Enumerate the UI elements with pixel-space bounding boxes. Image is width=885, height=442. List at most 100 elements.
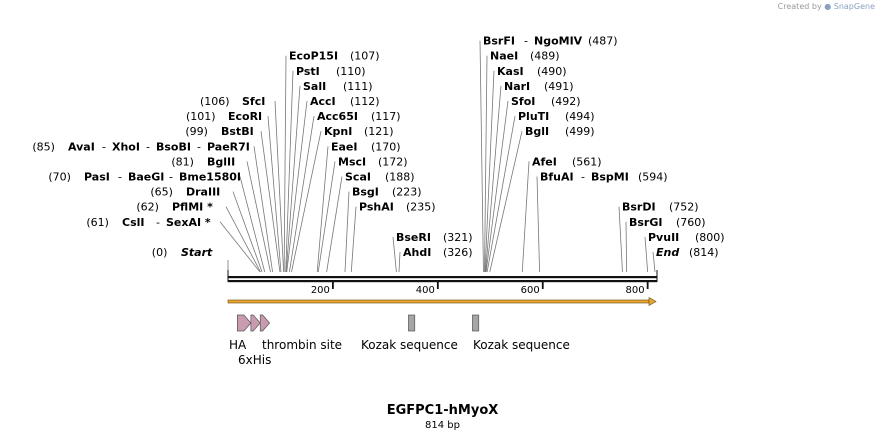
orf-bar [227,299,650,304]
site-position: (170) [371,140,401,153]
site-psti[interactable]: PstI (110) [296,65,366,78]
feature-arrow-icon [237,314,252,332]
site-leader [239,176,266,273]
site-position: (107) [350,50,380,63]
site-scai[interactable]: ScaI (188) [345,171,415,184]
feature-box [408,314,416,332]
orf-arrowhead-icon [648,296,657,307]
feature-thrombin-site[interactable]: thrombin site [259,314,342,352]
site-eaei[interactable]: EaeI (170) [331,140,401,153]
site-enzyme-bsobi: BsoBI [156,140,191,153]
site-enzyme-sfci: SfcI [242,95,265,108]
site-position: (188) [385,171,415,184]
site-separator: - [581,171,585,184]
site-separator: - [156,216,160,229]
site-kpni[interactable]: KpnI (121) [324,125,394,138]
site-leader [285,85,301,273]
site-enzyme-naei: NaeI [490,50,518,63]
feature-kozak-sequence[interactable]: Kozak sequence [361,314,458,352]
site-position: (223) [392,186,422,199]
ruler-label: 200 [311,285,330,296]
site-bseri[interactable]: BseRI (321) [396,231,473,244]
site-leader [225,206,261,273]
site-enzyme-paer7i: PaeR7I [207,140,250,153]
site-position: (111) [343,80,373,93]
site-position: (112) [350,95,380,108]
site-position: (494) [565,110,595,123]
map-title: EGFPC1-hMyoX [386,403,499,418]
site-leader [232,191,263,273]
site-position: (326) [443,246,473,259]
site-position: (490) [537,65,567,78]
site-separator: - [118,171,122,184]
site-start[interactable]: (0) Start [152,246,213,259]
site-enzyme-end: End [656,246,679,259]
site-separator: - [102,140,106,153]
site-leader [484,55,488,273]
site-position: (752) [669,201,699,214]
feature-label: Kozak sequence [473,338,570,352]
site-pflmi[interactable]: (62) PflMI * [136,201,213,214]
site-enzyme-avai: AvaI [68,140,95,153]
site-avai-xhoi-bsobi-paer7i[interactable]: (85) AvaI - XhoI - BsoBI - PaeR7I [32,140,249,153]
site-kasi[interactable]: KasI (490) [497,65,567,78]
feature-kozak-sequence[interactable]: Kozak sequence [472,314,570,352]
site-bstbi[interactable]: (99) BstBI [185,125,253,138]
site-enzyme-sexai: SexAI * [166,216,211,229]
site-position: (65) [150,186,173,199]
site-sali[interactable]: SalI (111) [303,80,373,93]
site-pluti[interactable]: PluTI (494) [518,110,595,123]
feature-ha[interactable]: HA [229,314,252,352]
site-enzyme-draiii: DraIII [186,186,220,199]
site-sfoi[interactable]: SfoI (492) [511,95,581,108]
site-leader [652,251,656,273]
feature-label: thrombin site [262,338,342,352]
site-position: (110) [336,65,366,78]
site-draiii[interactable]: (65) DraIII [150,186,220,199]
feature-box [472,314,480,332]
ruler-label: 600 [521,285,540,296]
orf-arrow[interactable] [227,296,657,307]
site-bsrgi[interactable]: BsrGI (760) [629,216,706,229]
site-pasi-baegi-bme1580i[interactable]: (70) PasI - BaeGI - Bme1580I [48,171,241,184]
site-pvuii[interactable]: PvuII (800) [648,231,725,244]
site-bsrdi[interactable]: BsrDI (752) [622,201,699,214]
site-leader [485,100,509,273]
site-ecori[interactable]: (101) EcoRI [186,110,262,123]
site-enzyme-pluti: PluTI [518,110,549,123]
site-bfuai-bspmi[interactable]: BfuAI - BspMI (594) [540,171,668,184]
site-enzyme-eaei: EaeI [331,140,358,153]
site-csli-sexai[interactable]: (61) CslI - SexAI * [86,216,211,229]
site-enzyme-bseri: BseRI [396,231,431,244]
site-separator: - [169,171,173,184]
site-ahdi[interactable]: AhdI (326) [403,246,473,259]
site-end[interactable]: End (814) [656,246,719,259]
snapgene-credit: Created by ● SnapGene [778,2,875,11]
site-pshai[interactable]: PshAI (235) [359,201,436,214]
site-bglii[interactable]: (81) BglII [171,155,235,168]
site-nari[interactable]: NarI (491) [504,80,574,93]
site-leader [326,176,343,273]
site-leader [521,161,530,273]
feature-6xhis[interactable]: 6xHis [238,314,271,367]
map-length: 814 bp [425,420,460,431]
site-position: (70) [48,171,71,184]
site-acci[interactable]: AccI (112) [310,95,380,108]
feature-arrow-icon [250,314,261,332]
site-bgli[interactable]: BglI (499) [525,125,595,138]
site-position: (492) [551,95,581,108]
site-ecop15i[interactable]: EcoP15I (107) [289,50,380,63]
site-position: (760) [676,216,706,229]
site-position: (499) [565,125,595,138]
ruler: 200 400 600 800 [311,282,649,296]
site-bsrfi-ngomiv[interactable]: BsrFI - NgoMIV (487) [483,35,618,48]
site-sfci[interactable]: (106) SfcI [200,95,265,108]
site-bsgi[interactable]: BsgI (223) [352,186,422,199]
site-acc65i[interactable]: Acc65I (117) [317,110,401,123]
site-position: (62) [136,201,159,214]
site-afei[interactable]: AfeI (561) [532,155,602,168]
backbone-top-strand [228,276,657,279]
site-msci[interactable]: MscI (172) [338,155,408,168]
site-naei[interactable]: NaeI (489) [490,50,560,63]
site-position: (85) [32,140,55,153]
